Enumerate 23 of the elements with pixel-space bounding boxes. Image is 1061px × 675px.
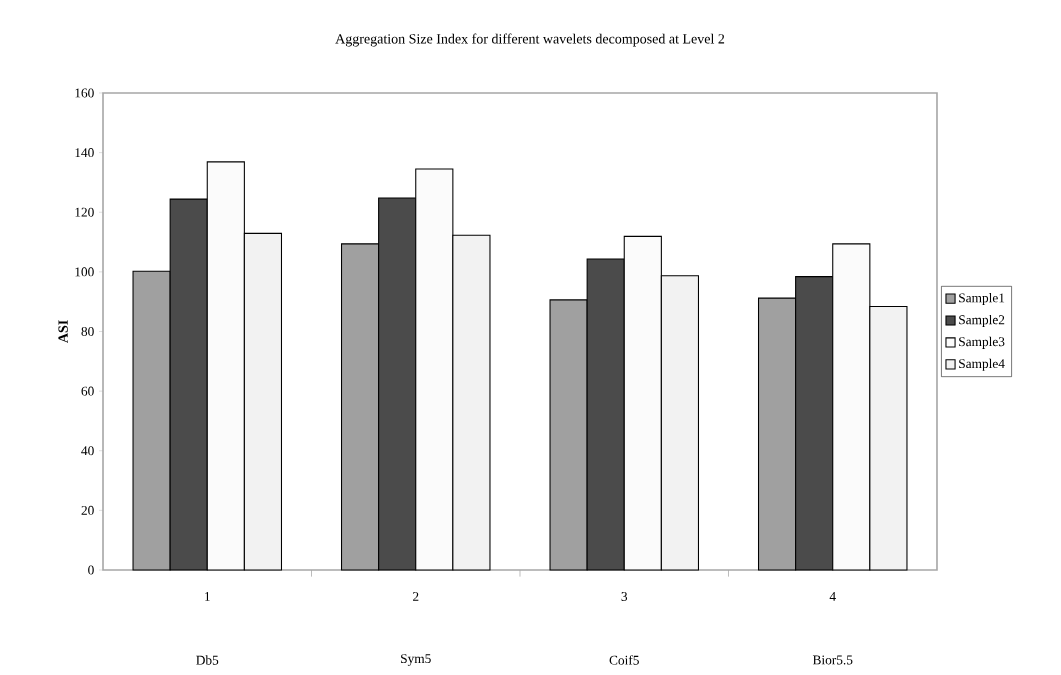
y-tick-label: 60 (81, 386, 94, 396)
legend-label: Sample1 (959, 292, 1005, 306)
text: Sym5 (401, 654, 431, 666)
x-tick-label: 4 (829, 592, 836, 601)
x-tick-label: 1 (205, 592, 210, 601)
y-tick-label: 40 (81, 446, 94, 456)
y-tick-label: 80 (81, 326, 94, 336)
y-tick-label: 0 (88, 565, 94, 575)
y-tick-label: 20 (81, 505, 94, 515)
chart-title: Aggregation Size Index for different wavelets decomposed at Level 2 (335, 33, 725, 47)
legend-label: Sample4 (959, 358, 1005, 371)
text: Db5 (196, 655, 219, 665)
x-tick-label: 3 (621, 592, 628, 601)
text: Coif5 (609, 655, 639, 665)
y-axis-title: ASI (58, 320, 68, 344)
y-tick-label: 100 (75, 267, 94, 277)
x-tick-label: 2 (413, 592, 419, 601)
legend-label: Sample2 (959, 314, 1005, 327)
y-tick-label: 140 (75, 148, 94, 158)
y-tick-label: 160 (75, 88, 94, 98)
text: Bior5.5 (812, 655, 853, 665)
y-tick-label: 120 (75, 207, 94, 217)
legend-label: Sample3 (959, 336, 1005, 349)
